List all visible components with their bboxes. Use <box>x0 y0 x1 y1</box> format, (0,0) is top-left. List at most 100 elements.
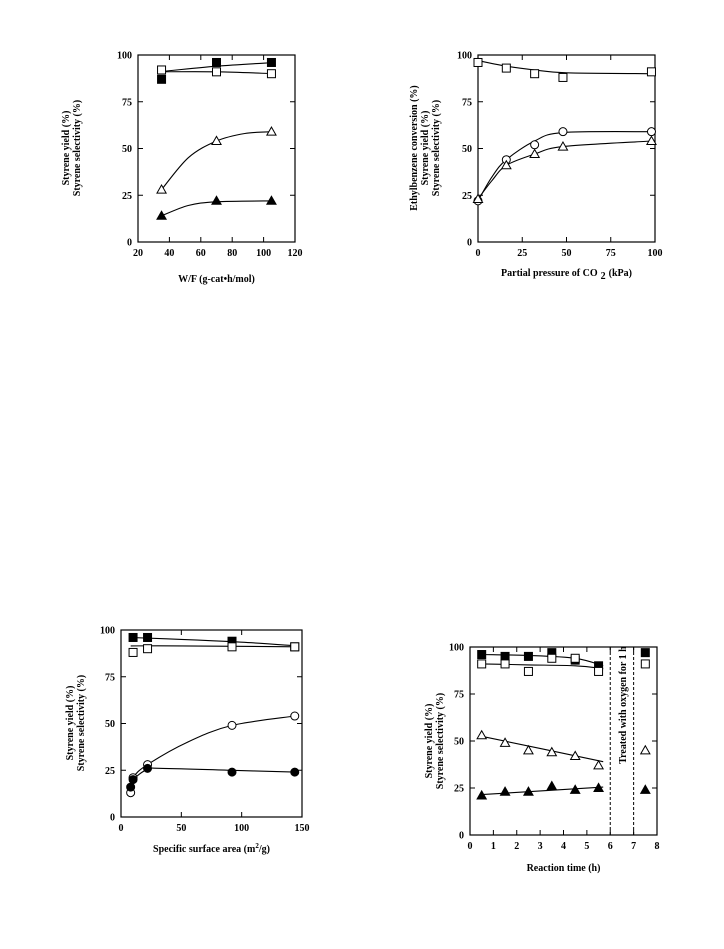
y-tick-label: 100 <box>457 51 472 62</box>
data-point <box>557 141 569 151</box>
series-curve <box>130 715 295 793</box>
data-point <box>266 69 276 79</box>
x-tick-label: 0 <box>468 841 473 852</box>
y-tick-label: 0 <box>127 238 132 249</box>
data-point <box>143 763 153 773</box>
x-tick-label: 50 <box>176 823 186 834</box>
data-point <box>265 195 277 205</box>
data-point <box>546 780 558 791</box>
y-tick-label: 100 <box>449 643 464 654</box>
series-curve <box>481 663 604 670</box>
chart-2: 0 25 50 75 100 0 25 50 75 100 Partial pressure of … <box>409 51 663 283</box>
data-point <box>500 159 512 170</box>
data-point <box>128 647 138 657</box>
y-tick-label: 0 <box>110 813 115 824</box>
x-tick-label: 8 <box>655 841 660 852</box>
data-point <box>646 67 656 77</box>
x-tick-label: 4 <box>561 841 566 852</box>
data-point <box>266 57 276 67</box>
y-axis-label: Styrene selectivity (%) <box>431 100 442 196</box>
data-point <box>211 135 222 145</box>
y-tick-label: 50 <box>454 737 464 748</box>
x-axis-label-subscript: 2 <box>601 271 606 282</box>
data-point <box>593 759 605 770</box>
data-point <box>522 786 534 796</box>
y-tick-label: 75 <box>122 97 132 108</box>
series-curve <box>477 131 652 202</box>
data-point <box>593 782 605 792</box>
x-tick-label: 5 <box>584 841 589 852</box>
data-point <box>530 69 540 79</box>
x-tick-label: 120 <box>288 248 303 259</box>
data-point <box>640 659 650 669</box>
data-point <box>290 642 300 652</box>
y-tick-label: 25 <box>454 784 464 795</box>
data-point <box>499 737 511 747</box>
data-point <box>640 648 650 658</box>
y-tick-label: 50 <box>462 144 472 155</box>
x-axis-label-unit: (kPa) <box>609 268 632 279</box>
plot-frame <box>120 629 303 818</box>
data-point <box>212 57 221 67</box>
chart-3: 0 50 100 150 0 25 50 75 100 Specific surface area… <box>65 626 310 856</box>
data-point <box>645 135 657 145</box>
data-point <box>547 653 557 663</box>
series-curve <box>477 140 652 200</box>
data-point <box>126 782 136 792</box>
data-point <box>476 789 488 800</box>
y-tick-label: 0 <box>459 831 464 842</box>
y-axis-label: Styrene selectivity (%) <box>435 693 446 789</box>
x-tick-label: 100 <box>256 248 271 259</box>
data-point <box>639 744 651 755</box>
x-axis-label: Partial pressure of CO 2 (kPa) <box>501 268 632 282</box>
data-point <box>143 632 153 642</box>
data-point <box>473 57 483 67</box>
y-tick-label: 100 <box>117 51 132 62</box>
data-point <box>472 193 484 203</box>
y-tick-label: 25 <box>105 766 115 777</box>
x-tick-label: 6 <box>608 841 613 852</box>
data-point <box>265 126 277 136</box>
data-point <box>646 127 656 137</box>
x-axis-label: Specific surface area (m2/g) <box>153 842 270 855</box>
y-tick-label: 75 <box>454 690 464 701</box>
y-tick-label: 50 <box>105 719 115 730</box>
x-tick-label: 20 <box>133 248 143 259</box>
data-point <box>523 666 533 676</box>
x-tick-label: 80 <box>227 248 237 259</box>
data-point <box>227 767 237 777</box>
series-curve <box>130 645 298 648</box>
x-axis-label: Reaction time (h) <box>527 863 601 874</box>
data-point <box>530 140 540 150</box>
y-axis-label: Styrene yield (%) <box>420 111 431 186</box>
x-axis-label-unit: /g) <box>258 844 270 855</box>
chart-4: 0 1 2 3 4 5 6 7 8 0 25 50 75 100 Reaction time (h) Styr… <box>424 643 660 875</box>
y-axis-label: Styrene selectivity (%) <box>72 100 83 196</box>
x-axis-label: W/F (g-cat•h/mol) <box>178 274 255 285</box>
data-point <box>569 784 581 794</box>
data-point <box>558 127 568 137</box>
data-point <box>594 666 604 676</box>
plot-frame <box>469 646 658 836</box>
data-point <box>529 148 541 159</box>
data-point <box>522 744 534 755</box>
data-point <box>227 642 237 652</box>
y-tick-label: 100 <box>100 626 115 637</box>
y-tick-label: 75 <box>105 672 115 683</box>
x-tick-label: 40 <box>164 248 174 259</box>
data-point <box>477 650 487 660</box>
data-point <box>546 746 558 757</box>
y-tick-label: 0 <box>467 238 472 249</box>
x-tick-label: 0 <box>476 248 481 259</box>
series-curve <box>130 767 295 788</box>
y-tick-label: 75 <box>462 97 472 108</box>
data-point <box>501 63 511 73</box>
data-point <box>157 74 167 84</box>
data-point <box>290 767 300 777</box>
series-curve <box>481 786 604 796</box>
x-tick-label: 2 <box>514 841 519 852</box>
data-point <box>639 784 651 794</box>
data-point <box>569 750 581 760</box>
data-point <box>212 67 221 77</box>
